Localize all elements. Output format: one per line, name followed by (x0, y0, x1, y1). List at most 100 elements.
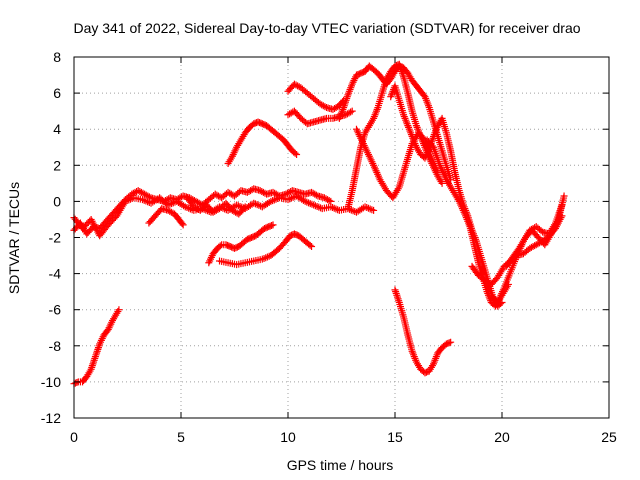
data-point (138, 196, 146, 204)
y-tick-label: 4 (53, 121, 61, 137)
data-point (305, 199, 313, 207)
data-point (363, 204, 371, 212)
series-track-dip-3.5 (145, 205, 187, 229)
data-point (330, 204, 338, 212)
data-point (438, 179, 446, 187)
data-point (364, 204, 372, 212)
series-track-low-early (70, 306, 123, 388)
data-point (321, 103, 329, 111)
data-point (293, 150, 301, 158)
y-tick-label: -6 (49, 302, 62, 318)
data-point (269, 197, 277, 205)
data-point (260, 254, 268, 262)
data-point (233, 201, 241, 209)
data-point (126, 195, 134, 203)
data-point (240, 204, 248, 212)
data-point (348, 107, 356, 115)
y-tick-label: 2 (53, 157, 61, 173)
x-tick-label: 10 (280, 429, 296, 445)
data-point (447, 338, 455, 346)
data-point (370, 206, 378, 214)
x-tick-label: 15 (387, 429, 403, 445)
data-point (291, 149, 299, 157)
data-point (115, 306, 123, 314)
series-track-high-10 (284, 80, 348, 113)
data-point (311, 202, 319, 210)
data-point (263, 253, 271, 261)
data-point (179, 221, 187, 229)
data-point (142, 197, 150, 205)
data-point (560, 192, 568, 200)
y-tick-label: -10 (41, 374, 61, 390)
data-point (434, 169, 442, 177)
data-point (310, 201, 318, 209)
data-point (123, 197, 131, 205)
data-point (183, 204, 191, 212)
y-tick-label: 0 (53, 193, 61, 209)
data-point (347, 108, 355, 116)
series-track-low-15 (391, 286, 455, 377)
data-point (73, 379, 81, 387)
data-point (332, 205, 340, 213)
x-tick-label: 5 (177, 429, 185, 445)
data-point (258, 255, 266, 263)
data-point (308, 200, 316, 208)
data-point (253, 201, 261, 209)
series-track-neg-7 (205, 221, 277, 267)
data-point (268, 221, 276, 229)
data-point (178, 220, 186, 228)
data-point (241, 203, 249, 211)
data-point (313, 202, 321, 210)
data-point (262, 254, 270, 262)
data-point (329, 204, 337, 212)
data-point (250, 199, 258, 207)
series-track-dip-5.5 (183, 194, 249, 218)
data-point (347, 206, 355, 214)
data-point (166, 200, 174, 208)
data-points (70, 60, 568, 388)
data-point (306, 200, 314, 208)
data-point (445, 339, 453, 347)
y-tick-label: -2 (49, 230, 62, 246)
data-point (185, 204, 193, 212)
data-point (325, 196, 333, 204)
data-point (287, 194, 295, 202)
data-point (121, 197, 129, 205)
data-point (140, 196, 148, 204)
data-point (361, 203, 369, 211)
data-point (366, 205, 374, 213)
y-tick-label: 8 (53, 49, 61, 65)
x-axis-label: GPS time / hours (287, 457, 394, 473)
data-point (234, 202, 242, 210)
y-axis-label: SDTVAR / TECUs (6, 182, 22, 294)
data-point (327, 203, 335, 211)
series-track-arch-8 (224, 118, 301, 167)
series-track-neg-8 (216, 230, 316, 269)
axis-ticks: 0 5 10 15 20 25 -12 -10 -8 -6 -4 -2 0 2 4 6 8 (41, 49, 617, 445)
data-point (301, 197, 309, 205)
data-point (286, 195, 294, 203)
data-point (303, 198, 311, 206)
y-tick-label: 6 (53, 85, 61, 101)
x-tick-label: 25 (601, 429, 617, 445)
data-point (269, 221, 277, 229)
data-point (308, 243, 316, 251)
data-point (368, 206, 376, 214)
data-point (284, 196, 292, 204)
y-tick-label: -8 (49, 338, 62, 354)
x-tick-label: 0 (70, 429, 78, 445)
chart-title: Day 341 of 2022, Sidereal Day-to-day VTE… (73, 20, 580, 36)
series-track-steep-14 (352, 125, 442, 202)
data-point (306, 241, 314, 249)
x-tick-label: 20 (494, 429, 510, 445)
data-point (251, 200, 259, 208)
data-point (267, 197, 275, 205)
y-tick-label: -4 (49, 266, 62, 282)
data-point (125, 196, 133, 204)
series-track-recover-21 (502, 192, 568, 270)
data-point (270, 196, 278, 204)
data-point (181, 203, 189, 211)
data-point (168, 200, 176, 208)
